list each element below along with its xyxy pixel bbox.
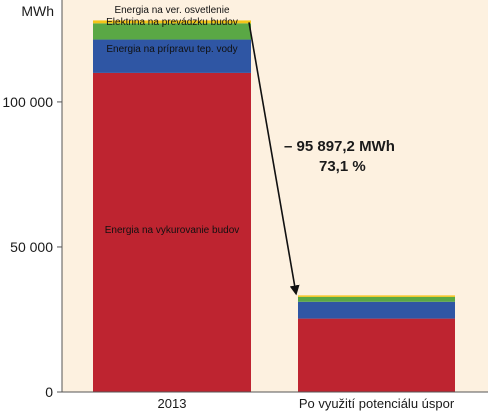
bar-segment-energia-na-ver-osvetlenie [93, 20, 251, 24]
segment-label-elektrina-na-prevadzku-budov: Elektrina na prevádzku budov [106, 17, 238, 28]
bars-group [93, 20, 455, 393]
y-ticks-group: 0 50 000 100 000 [2, 94, 62, 400]
segment-label-energia-na-pripravu-tep-vody: Energia na prípravu tep. vody [106, 44, 237, 55]
y-tick-label: 100 000 [2, 94, 53, 110]
reduction-amount-label: – 95 897,2 MWh [284, 138, 395, 155]
segment-label-energia-na-vykurovanie-budov: Energia na vykurovanie budov [105, 225, 240, 236]
bar-segment-energia-na-vykurovanie-budov [298, 318, 455, 392]
bar-segment-energia-na-pripravu-tep-vody [93, 39, 251, 73]
y-tick-label: 0 [45, 384, 53, 400]
segment-labels-group: Energia na vykurovanie budov Energia na p… [105, 5, 240, 236]
category-label: 2013 [158, 396, 187, 411]
category-label: Po využití potenciálu úspor [299, 396, 455, 411]
bar-segment-energia-na-ver-osvetlenie [298, 295, 455, 297]
category-labels-group: 2013 Po využití potenciálu úspor [158, 396, 455, 411]
bar-segment-energia-na-vykurovanie-budov [93, 72, 251, 393]
y-tick-label: 50 000 [10, 239, 53, 255]
y-axis-unit-label: MWh [21, 3, 54, 19]
reduction-percent-label: 73,1 % [319, 158, 366, 175]
reduction-arrow [248, 22, 300, 296]
segment-label-energia-na-ver-osvetlenie: Energia na ver. osvetlenie [114, 5, 230, 16]
bar-segment-energia-na-pripravu-tep-vody [298, 301, 455, 319]
bar-segment-elektrina-na-prevadzku-budov [93, 23, 251, 40]
bar-segment-elektrina-na-prevadzku-budov [298, 296, 455, 302]
